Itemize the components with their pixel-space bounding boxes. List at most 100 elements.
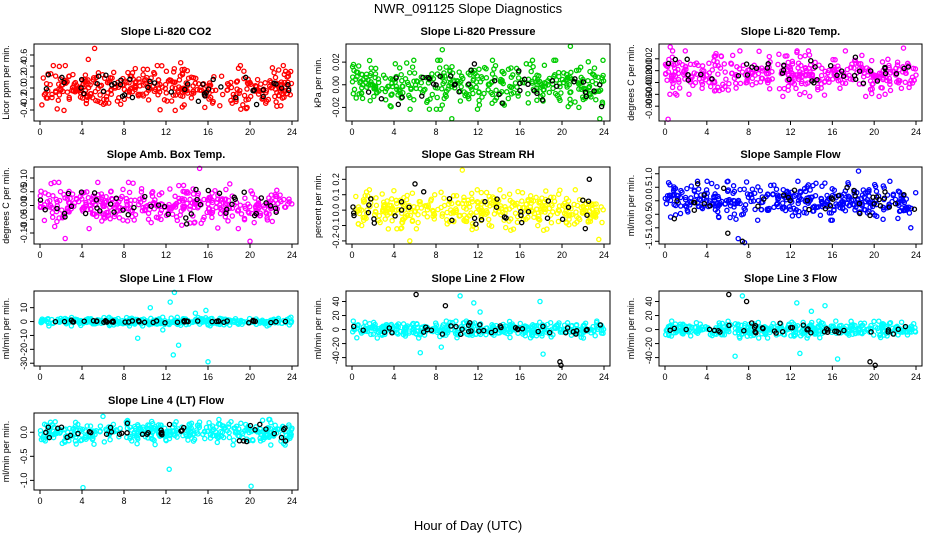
data-point xyxy=(353,95,359,101)
data-point xyxy=(774,192,781,198)
data-point xyxy=(795,212,802,219)
x-tick-label: 12 xyxy=(161,250,171,260)
highlight-point xyxy=(242,74,249,81)
data-point xyxy=(576,104,582,111)
data-point xyxy=(380,323,386,330)
data-point xyxy=(541,62,548,69)
data-points xyxy=(37,413,295,491)
data-point xyxy=(207,94,214,101)
data-point xyxy=(360,214,366,221)
y-tick-label: -10 xyxy=(19,329,29,342)
data-point xyxy=(750,198,757,204)
data-point xyxy=(134,335,141,341)
data-point xyxy=(558,90,564,96)
highlight-point xyxy=(272,205,279,211)
data-point xyxy=(483,189,490,196)
data-point xyxy=(488,89,494,96)
highlight-point xyxy=(811,80,817,86)
data-point xyxy=(868,322,874,329)
data-point xyxy=(567,43,574,50)
highlight-point xyxy=(162,320,168,326)
x-tick-label: 20 xyxy=(245,250,255,260)
highlight-point xyxy=(430,81,437,87)
x-tick-label: 12 xyxy=(161,127,171,137)
data-point xyxy=(368,331,374,338)
data-point xyxy=(735,235,741,242)
highlight-point xyxy=(368,196,374,202)
data-point xyxy=(737,48,743,54)
data-point xyxy=(212,87,219,94)
data-point xyxy=(223,186,229,193)
highlight-point xyxy=(229,201,235,208)
data-point xyxy=(358,222,365,229)
data-point xyxy=(549,81,556,87)
highlight-point xyxy=(446,195,453,202)
highlight-point xyxy=(91,190,98,196)
data-point xyxy=(828,323,834,329)
x-tick-label: 24 xyxy=(599,372,609,382)
x-tick-label: 16 xyxy=(827,372,837,382)
data-point xyxy=(205,359,211,365)
data-point xyxy=(537,207,544,213)
highlight-point xyxy=(205,187,212,194)
data-point xyxy=(179,70,186,77)
data-point xyxy=(385,226,392,232)
data-point xyxy=(568,89,574,95)
highlight-point xyxy=(205,86,212,92)
y-axis-label: ml/min per min. xyxy=(1,421,11,483)
data-point xyxy=(229,213,236,219)
highlight-point xyxy=(113,195,120,201)
data-point xyxy=(799,70,806,76)
data-point xyxy=(358,71,365,78)
data-point xyxy=(879,59,886,65)
data-point xyxy=(264,217,271,223)
highlight-point xyxy=(62,214,68,220)
data-point xyxy=(738,331,745,338)
highlight-point xyxy=(808,330,814,336)
x-tick-label: 4 xyxy=(704,250,709,260)
highlight-point xyxy=(491,77,498,84)
data-point xyxy=(691,70,698,76)
data-point xyxy=(181,102,187,108)
data-point xyxy=(514,84,520,90)
data-point xyxy=(770,191,776,197)
data-point xyxy=(508,216,514,222)
figure-title: NWR_091125 Slope Diagnostics xyxy=(374,1,563,16)
x-tick-label: 20 xyxy=(869,127,879,137)
highlight-point xyxy=(871,201,877,207)
data-point xyxy=(58,87,64,93)
data-point xyxy=(460,320,467,326)
data-point xyxy=(259,417,266,424)
data-point xyxy=(185,437,191,443)
data-point xyxy=(104,79,111,86)
data-point xyxy=(171,319,177,326)
data-point xyxy=(206,205,213,212)
highlight-point xyxy=(218,84,224,90)
highlight-point xyxy=(892,200,899,207)
data-point xyxy=(157,210,164,216)
y-tick-label: -40 xyxy=(644,351,654,364)
data-point xyxy=(411,97,417,103)
x-tick-label: 12 xyxy=(473,127,483,137)
data-point xyxy=(724,188,731,195)
data-point xyxy=(540,227,547,234)
data-point xyxy=(702,324,709,330)
data-point xyxy=(152,441,158,448)
highlight-point xyxy=(544,215,551,221)
data-point xyxy=(372,65,379,72)
data-point xyxy=(907,326,913,333)
data-point xyxy=(730,190,736,197)
data-point xyxy=(276,93,283,99)
x-tick-label: 8 xyxy=(121,372,126,382)
data-point xyxy=(757,79,764,85)
data-point xyxy=(41,217,48,224)
highlight-point xyxy=(744,72,751,78)
data-point xyxy=(807,187,813,193)
data-point xyxy=(682,48,689,54)
data-point xyxy=(837,85,843,92)
data-point xyxy=(663,200,670,207)
x-axis-label: Hour of Day (UTC) xyxy=(414,518,522,533)
data-point xyxy=(370,331,377,337)
data-point xyxy=(225,82,232,88)
data-point xyxy=(534,82,540,88)
